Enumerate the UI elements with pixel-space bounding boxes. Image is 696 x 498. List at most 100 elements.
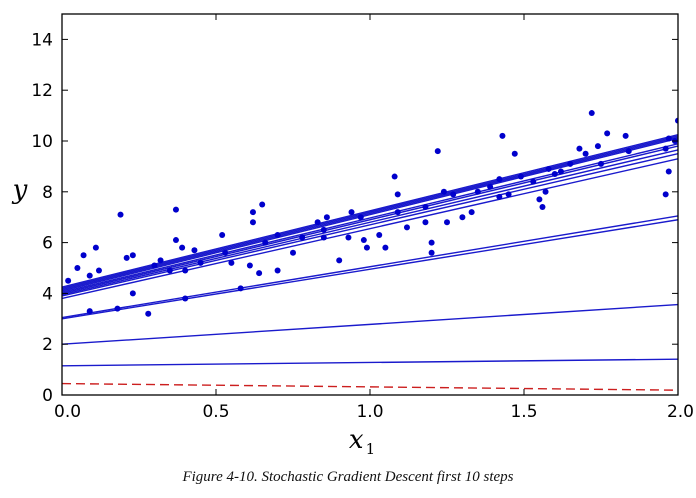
data-point	[114, 305, 121, 312]
data-point	[598, 160, 604, 167]
data-point	[274, 267, 281, 274]
data-point	[179, 244, 186, 251]
data-point	[228, 259, 235, 266]
data-point	[487, 183, 494, 190]
data-point	[256, 270, 263, 277]
step-line-3	[62, 219, 678, 320]
data-point	[92, 244, 99, 251]
y-tick-label: 14	[31, 30, 53, 50]
regression-lines	[62, 133, 678, 391]
step-line-9	[62, 143, 678, 293]
y-axis-label: y	[12, 175, 28, 205]
data-point	[65, 277, 72, 284]
data-point	[551, 171, 558, 178]
data-point	[151, 262, 158, 269]
data-point	[129, 290, 136, 297]
data-point	[440, 188, 447, 195]
data-point	[197, 259, 204, 266]
step-line-2	[62, 303, 678, 345]
step-line-4	[62, 215, 678, 319]
data-point	[86, 272, 93, 279]
data-point	[320, 226, 327, 233]
data-point	[434, 148, 441, 155]
data-point	[363, 244, 370, 251]
y-tick-label: 2	[42, 335, 53, 355]
data-point	[665, 168, 672, 175]
data-point	[345, 234, 352, 241]
step-line-12	[62, 135, 678, 289]
data-point	[274, 231, 281, 238]
data-point	[428, 239, 435, 246]
y-tick-label: 12	[31, 81, 53, 101]
data-point	[499, 132, 506, 139]
data-point	[95, 267, 102, 274]
data-point	[391, 173, 398, 180]
step-line-6	[62, 153, 678, 297]
data-point	[166, 267, 173, 274]
data-point	[675, 117, 678, 124]
step-line-8	[62, 145, 678, 295]
figure-caption: Figure 4-10. Stochastic Gradient Descent…	[182, 469, 514, 485]
y-tick-label: 8	[42, 183, 53, 203]
data-point	[474, 188, 481, 195]
data-point	[422, 204, 429, 211]
step-line-13	[62, 133, 678, 288]
data-point	[604, 130, 611, 137]
data-point	[511, 150, 518, 157]
data-point	[145, 310, 152, 317]
data-point	[536, 196, 543, 203]
data-point	[86, 308, 93, 315]
data-point	[129, 252, 136, 259]
data-point	[662, 191, 669, 198]
data-point	[557, 168, 564, 175]
x-tick-label: 0.5	[202, 402, 229, 422]
data-point	[382, 244, 389, 251]
data-point	[542, 188, 549, 195]
data-point	[625, 148, 632, 155]
data-point	[262, 239, 269, 246]
x-tick-label: 2.0	[667, 402, 694, 422]
initial-line	[62, 382, 678, 391]
data-point	[394, 209, 401, 216]
data-point	[665, 135, 672, 142]
axis-ticks: 0.0 0.5 1.0 1.5 2.0 0 2 4 6 8 10 12 14	[31, 14, 694, 422]
data-point	[588, 110, 595, 117]
data-point	[299, 234, 306, 241]
data-point	[259, 201, 266, 208]
data-point	[357, 214, 364, 221]
step-line-1	[62, 358, 678, 367]
data-point	[567, 160, 574, 167]
data-point	[314, 219, 321, 226]
step-line-5	[62, 158, 678, 300]
data-point	[545, 165, 552, 172]
data-point	[450, 191, 457, 198]
data-point	[428, 249, 435, 256]
data-point	[80, 252, 87, 259]
data-point	[394, 191, 401, 198]
data-point	[249, 219, 256, 226]
x-tick-label: 1.0	[356, 402, 383, 422]
data-point	[157, 257, 164, 264]
data-point	[582, 150, 589, 157]
data-point	[576, 145, 583, 152]
data-point	[249, 209, 256, 216]
data-point	[320, 234, 327, 241]
data-point	[539, 204, 546, 211]
data-point	[360, 237, 367, 244]
data-point	[336, 257, 343, 264]
data-point	[530, 178, 537, 185]
data-point	[172, 237, 179, 244]
data-point	[182, 295, 189, 302]
data-point	[123, 254, 130, 261]
data-point	[182, 267, 189, 274]
step-line-10	[62, 137, 678, 292]
step-line-11	[62, 136, 678, 291]
data-point	[422, 219, 429, 226]
step-line-7	[62, 149, 678, 296]
data-point	[505, 191, 512, 198]
data-point	[237, 285, 244, 292]
data-point	[622, 132, 629, 139]
data-point	[290, 249, 296, 256]
